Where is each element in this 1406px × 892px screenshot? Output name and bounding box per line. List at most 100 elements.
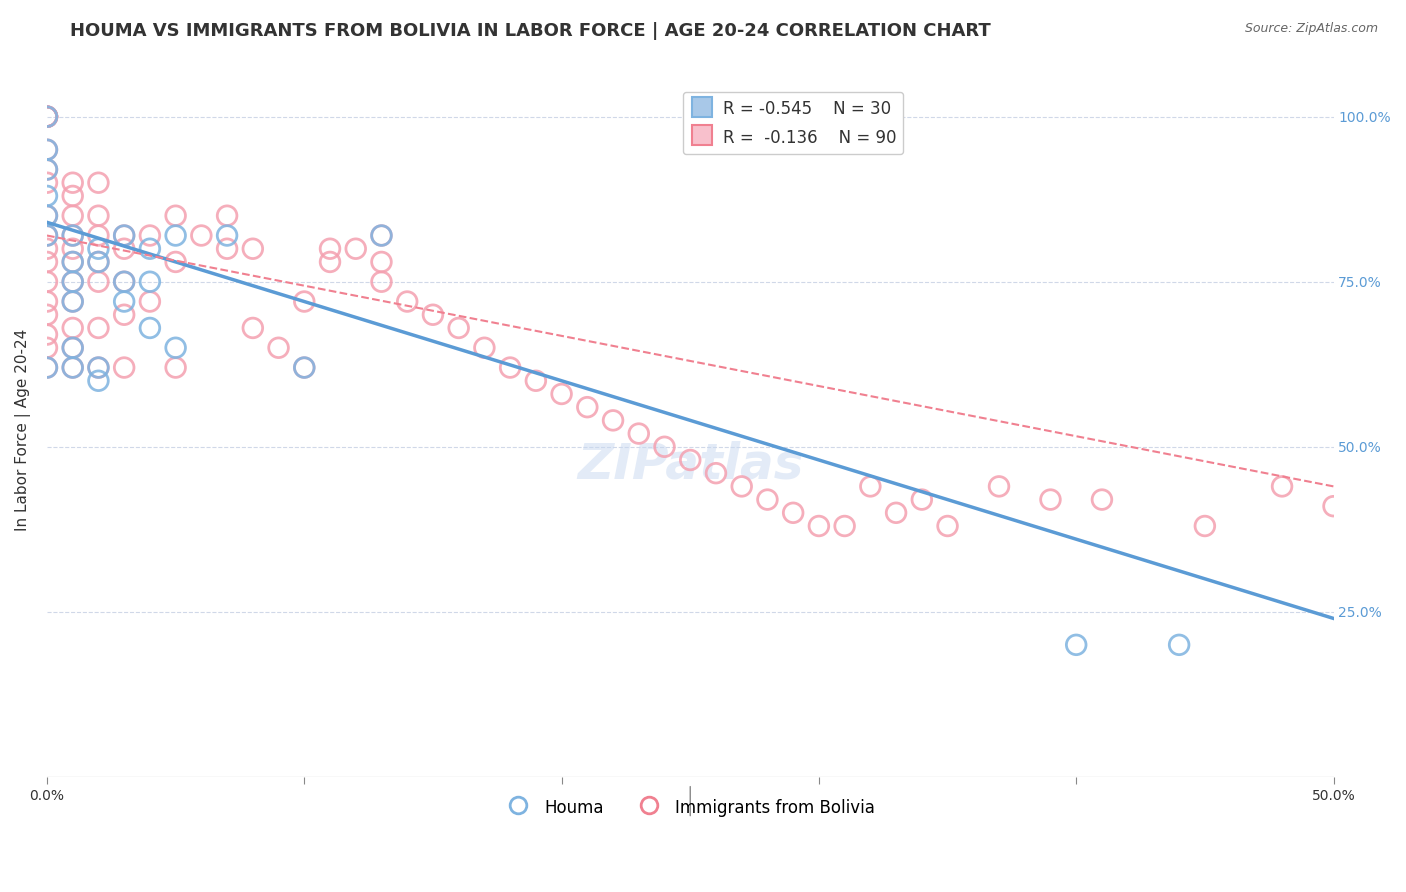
Immigrants from Bolivia: [62, 176, 84, 190]
Immigrants from Bolivia: [35, 143, 58, 157]
Immigrants from Bolivia: [756, 492, 779, 507]
Immigrants from Bolivia: [35, 110, 58, 124]
Houma: [165, 341, 187, 355]
Immigrants from Bolivia: [447, 321, 470, 335]
Immigrants from Bolivia: [524, 374, 547, 388]
Houma: [1064, 638, 1087, 652]
Immigrants from Bolivia: [988, 479, 1011, 493]
Text: HOUMA VS IMMIGRANTS FROM BOLIVIA IN LABOR FORCE | AGE 20-24 CORRELATION CHART: HOUMA VS IMMIGRANTS FROM BOLIVIA IN LABO…: [70, 22, 991, 40]
Immigrants from Bolivia: [35, 242, 58, 256]
Immigrants from Bolivia: [1194, 519, 1216, 533]
Immigrants from Bolivia: [112, 275, 135, 289]
Immigrants from Bolivia: [654, 440, 676, 454]
Immigrants from Bolivia: [35, 162, 58, 177]
Immigrants from Bolivia: [292, 360, 315, 375]
Houma: [35, 110, 58, 124]
Immigrants from Bolivia: [87, 275, 110, 289]
Houma: [87, 374, 110, 388]
Immigrants from Bolivia: [62, 321, 84, 335]
Immigrants from Bolivia: [35, 341, 58, 355]
Text: ZIPatlas: ZIPatlas: [576, 441, 803, 489]
Immigrants from Bolivia: [35, 110, 58, 124]
Immigrants from Bolivia: [62, 255, 84, 269]
Immigrants from Bolivia: [627, 426, 650, 441]
Houma: [87, 242, 110, 256]
Houma: [35, 360, 58, 375]
Legend: Houma, Immigrants from Bolivia: Houma, Immigrants from Bolivia: [499, 790, 882, 824]
Houma: [87, 255, 110, 269]
Houma: [62, 275, 84, 289]
Immigrants from Bolivia: [217, 209, 239, 223]
Houma: [35, 162, 58, 177]
Immigrants from Bolivia: [62, 228, 84, 243]
Immigrants from Bolivia: [35, 308, 58, 322]
Immigrants from Bolivia: [370, 255, 392, 269]
Immigrants from Bolivia: [884, 506, 907, 520]
Immigrants from Bolivia: [35, 275, 58, 289]
Immigrants from Bolivia: [242, 321, 264, 335]
Houma: [217, 228, 239, 243]
Immigrants from Bolivia: [87, 209, 110, 223]
Immigrants from Bolivia: [35, 209, 58, 223]
Immigrants from Bolivia: [112, 228, 135, 243]
Immigrants from Bolivia: [422, 308, 444, 322]
Immigrants from Bolivia: [112, 242, 135, 256]
Immigrants from Bolivia: [319, 255, 342, 269]
Houma: [62, 294, 84, 309]
Immigrants from Bolivia: [344, 242, 367, 256]
Houma: [112, 275, 135, 289]
Immigrants from Bolivia: [859, 479, 882, 493]
Immigrants from Bolivia: [112, 360, 135, 375]
Immigrants from Bolivia: [87, 321, 110, 335]
Immigrants from Bolivia: [35, 255, 58, 269]
Immigrants from Bolivia: [1039, 492, 1062, 507]
Houma: [292, 360, 315, 375]
Houma: [62, 255, 84, 269]
Immigrants from Bolivia: [62, 189, 84, 203]
Immigrants from Bolivia: [35, 360, 58, 375]
Immigrants from Bolivia: [139, 294, 162, 309]
Immigrants from Bolivia: [499, 360, 522, 375]
Immigrants from Bolivia: [602, 413, 624, 427]
Immigrants from Bolivia: [370, 275, 392, 289]
Immigrants from Bolivia: [62, 360, 84, 375]
Immigrants from Bolivia: [62, 294, 84, 309]
Immigrants from Bolivia: [139, 228, 162, 243]
Houma: [370, 228, 392, 243]
Houma: [87, 360, 110, 375]
Houma: [35, 143, 58, 157]
Houma: [139, 275, 162, 289]
Houma: [35, 189, 58, 203]
Immigrants from Bolivia: [35, 294, 58, 309]
Immigrants from Bolivia: [217, 242, 239, 256]
Houma: [35, 228, 58, 243]
Immigrants from Bolivia: [936, 519, 959, 533]
Immigrants from Bolivia: [474, 341, 496, 355]
Immigrants from Bolivia: [807, 519, 830, 533]
Immigrants from Bolivia: [576, 400, 599, 414]
Immigrants from Bolivia: [550, 387, 572, 401]
Immigrants from Bolivia: [731, 479, 754, 493]
Immigrants from Bolivia: [112, 308, 135, 322]
Immigrants from Bolivia: [35, 110, 58, 124]
Immigrants from Bolivia: [1322, 499, 1344, 513]
Immigrants from Bolivia: [62, 341, 84, 355]
Immigrants from Bolivia: [35, 327, 58, 342]
Immigrants from Bolivia: [87, 228, 110, 243]
Immigrants from Bolivia: [165, 209, 187, 223]
Houma: [35, 209, 58, 223]
Immigrants from Bolivia: [35, 110, 58, 124]
Immigrants from Bolivia: [62, 209, 84, 223]
Immigrants from Bolivia: [267, 341, 290, 355]
Houma: [62, 360, 84, 375]
Immigrants from Bolivia: [35, 228, 58, 243]
Immigrants from Bolivia: [1271, 479, 1294, 493]
Immigrants from Bolivia: [834, 519, 856, 533]
Houma: [62, 341, 84, 355]
Immigrants from Bolivia: [62, 242, 84, 256]
Immigrants from Bolivia: [165, 360, 187, 375]
Immigrants from Bolivia: [911, 492, 934, 507]
Immigrants from Bolivia: [242, 242, 264, 256]
Immigrants from Bolivia: [782, 506, 804, 520]
Houma: [139, 242, 162, 256]
